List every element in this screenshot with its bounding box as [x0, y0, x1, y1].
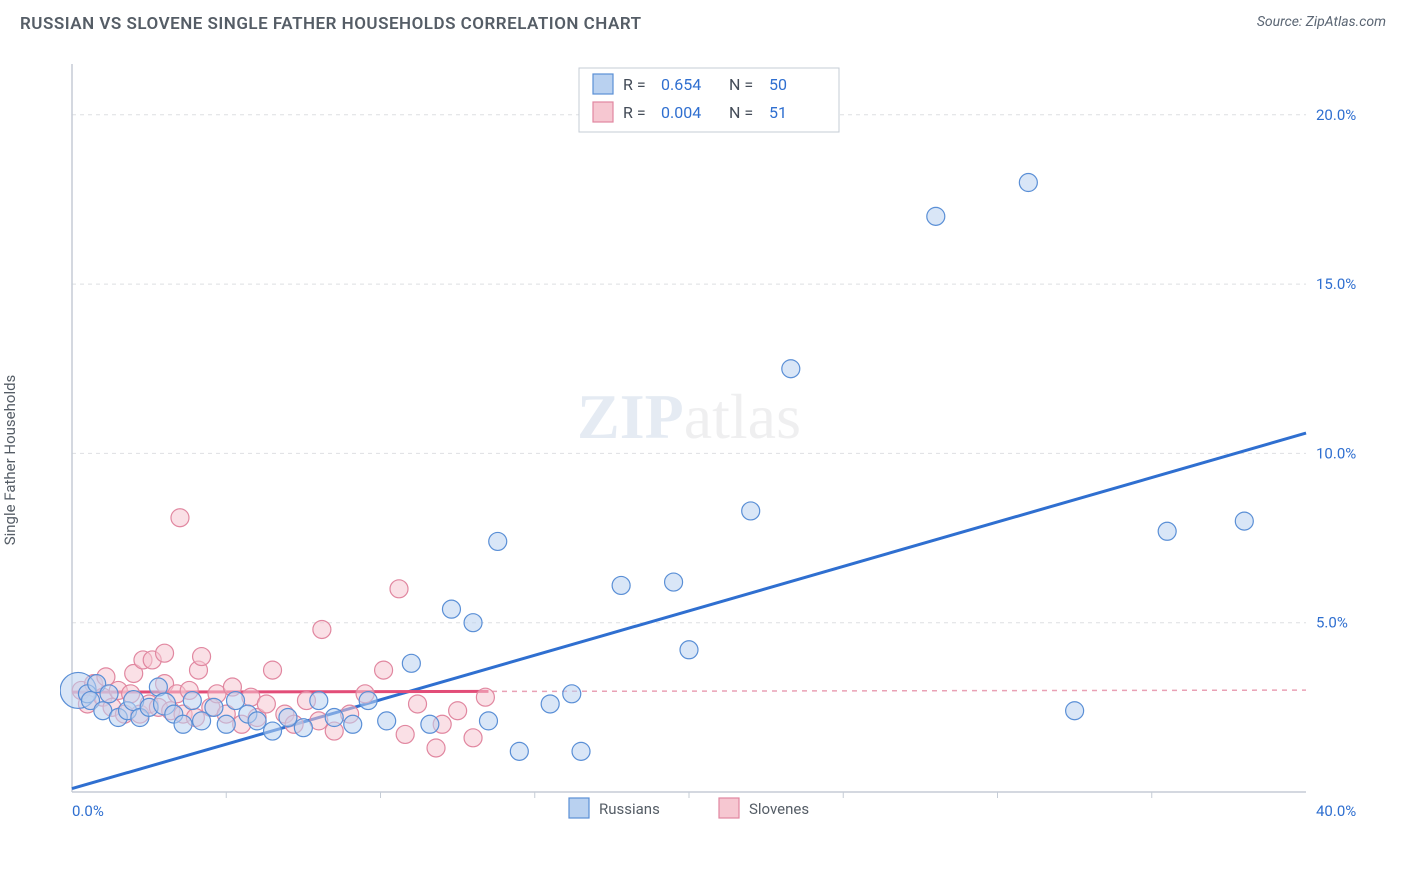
bottom-legend: Russians Slovenes — [569, 798, 809, 818]
y-tick-label: 10.0% — [1316, 444, 1356, 462]
legend-swatch — [593, 102, 613, 122]
scatter-point — [390, 580, 408, 598]
scatter-point — [510, 742, 528, 760]
plot-area: 5.0% 10.0% 15.0% 20.0% 0.0% 40.0% ZIPatlas R = 0… — [60, 58, 1376, 832]
y-axis-label: Single Father Households — [1, 375, 19, 546]
scatter-point — [257, 695, 275, 713]
y-tick-label: 15.0% — [1316, 275, 1356, 293]
chart-svg: 5.0% 10.0% 15.0% 20.0% 0.0% 40.0% ZIPatlas R = 0… — [60, 58, 1376, 832]
scatter-point — [375, 661, 393, 679]
y-tick-label: 5.0% — [1316, 614, 1348, 632]
scatter-point — [156, 644, 174, 662]
scatter-point — [449, 702, 467, 720]
legend-r-label: R = — [623, 103, 646, 122]
x-tick-label: 0.0% — [72, 802, 104, 820]
x-tick-label: 40.0% — [1316, 802, 1356, 820]
scatter-point — [464, 729, 482, 747]
scatter-point — [217, 715, 235, 733]
scatter-point — [479, 712, 497, 730]
scatter-point — [378, 712, 396, 730]
scatter-point — [310, 692, 328, 710]
scatter-point — [279, 709, 297, 727]
chart-source: Source: ZipAtlas.com — [1257, 14, 1386, 30]
scatter-point — [442, 600, 460, 618]
plot-wrap: Single Father Households 5.0%10.0%15.0%2… — [40, 48, 1386, 872]
scatter-point — [665, 573, 683, 591]
scatter-point — [927, 207, 945, 225]
chart-header: RUSSIAN VS SLOVENE SINGLE FATHER HOUSEHO… — [20, 14, 1386, 34]
scatter-point — [174, 715, 192, 733]
scatter-point — [313, 620, 331, 638]
scatter-point — [489, 532, 507, 550]
legend-n-val: 50 — [769, 75, 787, 94]
bottom-legend-swatch — [569, 798, 589, 818]
legend-n-label: N = — [729, 75, 753, 94]
scatter-point — [396, 725, 414, 743]
scatter-point — [183, 692, 201, 710]
scatter-point — [402, 654, 420, 672]
scatter-point — [264, 661, 282, 679]
stats-legend: R = 0.654 N = 50 R = 0.004 N = 51 — [579, 68, 839, 132]
trendline — [72, 433, 1306, 789]
scatter-point — [294, 719, 312, 737]
scatter-point — [1019, 174, 1037, 192]
scatter-point — [193, 648, 211, 666]
y-tick-label: 20.0% — [1316, 106, 1356, 124]
scatter-point — [476, 688, 494, 706]
scatter-point — [205, 698, 223, 716]
scatter-point — [563, 685, 581, 703]
scatter-point — [100, 685, 118, 703]
chart-container: RUSSIAN VS SLOVENE SINGLE FATHER HOUSEHO… — [0, 0, 1406, 892]
bottom-legend-label: Slovenes — [749, 800, 809, 818]
scatter-point — [264, 722, 282, 740]
bottom-legend-swatch — [719, 798, 739, 818]
scatter-point — [541, 695, 559, 713]
scatter-point — [409, 695, 427, 713]
scatter-point — [742, 502, 760, 520]
scatter-point — [171, 509, 189, 527]
legend-r-label: R = — [623, 75, 646, 94]
scatter-point — [427, 739, 445, 757]
scatter-point — [344, 715, 362, 733]
watermark-atlas: atlas — [684, 381, 801, 452]
legend-swatch — [593, 74, 613, 94]
watermark: ZIPatlas — [577, 381, 801, 452]
scatter-point — [421, 715, 439, 733]
scatter-point — [248, 712, 266, 730]
legend-n-label: N = — [729, 103, 753, 122]
chart-title: RUSSIAN VS SLOVENE SINGLE FATHER HOUSEHO… — [20, 14, 642, 34]
scatter-point — [1066, 702, 1084, 720]
legend-r-val: 0.654 — [661, 75, 701, 94]
bottom-legend-label: Russians — [599, 800, 660, 818]
legend-r-val: 0.004 — [661, 103, 701, 122]
scatter-point — [464, 614, 482, 632]
scatter-point — [1158, 522, 1176, 540]
scatter-point — [572, 742, 590, 760]
scatter-point — [359, 692, 377, 710]
scatter-point — [1235, 512, 1253, 530]
stats-legend-box — [579, 68, 839, 132]
scatter-point — [680, 641, 698, 659]
scatter-point — [325, 709, 343, 727]
watermark-zip: ZIP — [577, 381, 684, 452]
scatter-point — [782, 360, 800, 378]
scatter-point — [612, 576, 630, 594]
legend-n-val: 51 — [769, 103, 787, 122]
